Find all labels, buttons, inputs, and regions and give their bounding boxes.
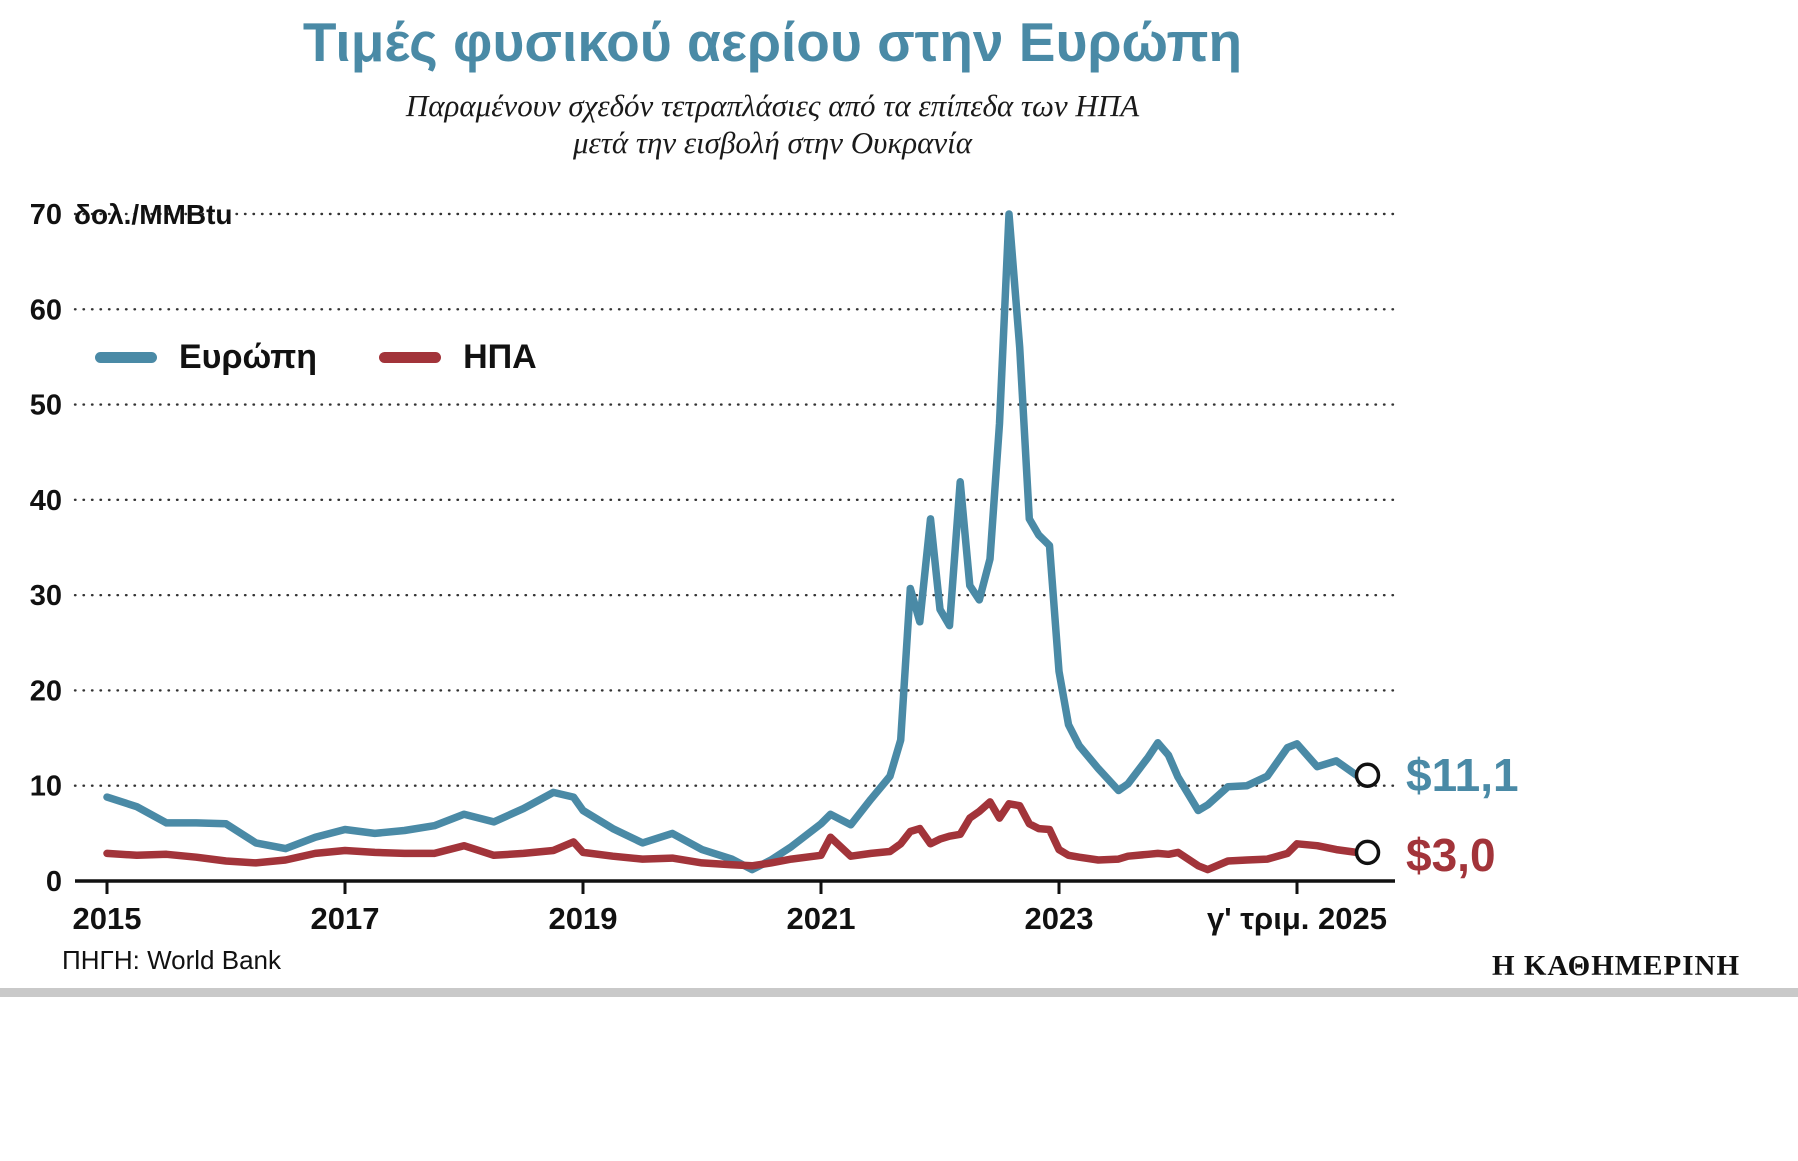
end-label-usa: $3,0 <box>1406 829 1496 881</box>
x-tick-label-2019: 2019 <box>549 901 618 936</box>
y-tick-label-70: 70 <box>30 199 62 231</box>
x-tick-label-2023: 2023 <box>1025 901 1094 936</box>
y-axis-unit-label: δολ./MMBtu <box>74 199 233 230</box>
end-marker-europe <box>1354 762 1381 788</box>
chart-subtitle: Παραμένουν σχεδόν τετραπλάσιες από τα επ… <box>0 87 1545 161</box>
x-tick-label-2021: 2021 <box>787 901 856 936</box>
page-title: Τιμές φυσικού αερίου στην Ευρώπη <box>302 11 1243 73</box>
source-credit: ΠΗΓΗ: World Bank <box>62 945 282 975</box>
y-tick-label-30: 30 <box>30 580 62 612</box>
y-tick-label-10: 10 <box>30 771 62 803</box>
y-tick-label-60: 60 <box>30 294 62 326</box>
legend-item-usa: ΗΠΑ <box>379 338 537 377</box>
x-tick-label-2025: γ' τριμ. 2025 <box>1207 901 1387 936</box>
series-line-europe <box>103 210 1361 874</box>
y-tick-label-50: 50 <box>30 390 62 422</box>
kathimerini-logo: Η ΚΑΘΗΜΕΡΙΝΗ <box>1492 950 1740 982</box>
europe-line-swatch <box>95 352 157 363</box>
chart-header: Τιμές φυσικού αερίου στην Ευρώπη Παραμέν… <box>0 12 1545 161</box>
legend-label-usa: ΗΠΑ <box>463 338 537 376</box>
y-tick-label-20: 20 <box>30 675 62 707</box>
x-tick-label-2015: 2015 <box>73 901 142 936</box>
series-line-usa <box>103 798 1361 874</box>
end-label-europe: $11,1 <box>1406 749 1519 801</box>
chart-legend: Ευρώπη ΗΠΑ <box>95 338 537 377</box>
footer-divider-bar <box>0 988 1798 997</box>
subtitle-line-1: Παραμένουν σχεδόν τετραπλάσιες από τα επ… <box>405 87 1140 123</box>
usa-line-swatch <box>379 352 442 363</box>
y-tick-label-0: 0 <box>46 866 62 898</box>
y-tick-label-40: 40 <box>30 485 62 517</box>
end-marker-usa <box>1354 839 1381 866</box>
x-tick-label-2017: 2017 <box>311 901 380 936</box>
subtitle-line-2: μετά την εισβολή στην Ουκρανία <box>572 124 973 160</box>
legend-item-europe: Ευρώπη <box>95 338 317 377</box>
legend-label-europe: Ευρώπη <box>179 338 318 376</box>
